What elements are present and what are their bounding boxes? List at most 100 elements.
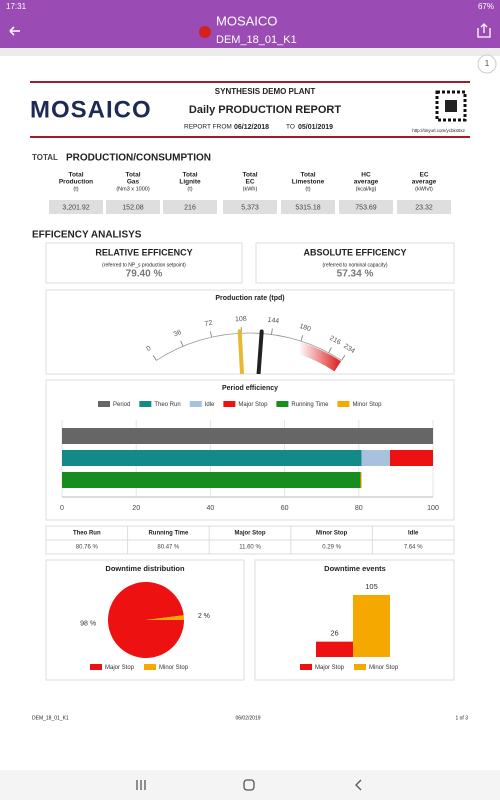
chart-title: Production rate (tpd)	[215, 295, 284, 302]
legend-label: Idle	[205, 402, 215, 408]
section-title: EFFICENCY ANALISYS	[32, 230, 142, 241]
legend-swatch	[354, 664, 367, 670]
x-tick-label: 60	[281, 505, 289, 512]
column-header: Production	[59, 179, 93, 186]
value-cell	[106, 200, 160, 214]
value-cell-text: 753.69	[355, 204, 377, 211]
bar-segment	[361, 450, 390, 466]
gauge-tick-label: 0	[145, 345, 152, 353]
column-header: (t)	[73, 186, 78, 192]
table-cell: 11.60 %	[239, 545, 261, 551]
value-cell-text: 23.32	[415, 204, 433, 211]
footer-right: 1 of 3	[455, 715, 468, 721]
card-note: (referred to NP_s production setpoint)	[102, 262, 186, 268]
column-header: Total	[68, 172, 83, 179]
column-header: average	[354, 179, 379, 186]
back-button[interactable]	[9, 26, 20, 36]
legend-swatch	[98, 401, 110, 407]
gauge-tick	[328, 347, 332, 353]
data-label: 2 %	[198, 613, 210, 620]
data-label: 98 %	[80, 620, 96, 627]
column-header: (t)	[305, 186, 310, 192]
value-cell	[281, 200, 335, 214]
app-subtitle: DEM_18_01_K1	[216, 34, 297, 46]
value-cell	[163, 200, 217, 214]
column-header: (Nm3 x 1000)	[116, 186, 149, 192]
table-header: Theo Run	[73, 531, 101, 537]
plant-name: SYNTHESIS DEMO PLANT	[215, 87, 316, 96]
nav-back[interactable]	[355, 779, 362, 791]
nav-home[interactable]	[243, 779, 255, 791]
footer-left: DEM_18_01_K1	[32, 715, 69, 721]
column-header: (kWh)	[243, 186, 258, 192]
report-url: http://tinyurl.com/ycbks8xz	[412, 128, 466, 133]
card-value: 79.40 %	[126, 269, 163, 280]
gauge-needle	[256, 329, 264, 374]
table-header: Idle	[408, 531, 419, 537]
legend-label: Major Stop	[105, 665, 135, 671]
gauge-tick-label: 180	[298, 323, 311, 333]
page-badge-circle	[477, 54, 497, 74]
value-cell-text: 152.08	[122, 204, 144, 211]
footer-center: 06/02/2019	[235, 715, 260, 721]
value-cell-text: 5315.18	[295, 204, 320, 211]
app-title: MOSAICO	[216, 13, 277, 28]
table-header: Major Stop	[235, 531, 266, 537]
gauge-tick-label: 72	[204, 320, 213, 329]
status-time: 17:31	[6, 2, 27, 11]
table-cell: 7.64 %	[404, 545, 423, 551]
nav-bar	[0, 770, 500, 800]
column-header: EC	[245, 179, 254, 186]
report-to-label: TO	[286, 124, 295, 131]
gauge-tick-label: 144	[267, 317, 280, 326]
data-label: 26	[330, 629, 338, 638]
column-header: Total	[300, 172, 315, 179]
column-header: (t)	[187, 186, 192, 192]
column-header: Lignite	[179, 179, 201, 186]
legend-swatch	[189, 401, 202, 407]
table-cell: 80.47 %	[157, 545, 180, 551]
report-from-label: REPORT FROM	[184, 124, 232, 131]
legend-label: Theo Run	[154, 402, 180, 408]
card-title: RELATIVE EFFICENCY	[95, 247, 192, 257]
page-badge: 1	[485, 59, 490, 68]
pie-slice	[107, 582, 184, 659]
column-header: EC	[419, 172, 428, 179]
value-cell-text: 216	[184, 204, 196, 211]
legend-label: Major Stop	[315, 665, 345, 671]
report-to: 05/01/2019	[298, 124, 333, 131]
status-battery: 67%	[478, 2, 494, 11]
column-header: Total	[242, 172, 257, 179]
x-tick-label: 20	[132, 505, 140, 512]
gauge-tick-label: 108	[235, 316, 247, 324]
legend-label: Minor Stop	[159, 665, 189, 671]
value-cell	[339, 200, 393, 214]
bar-segment	[62, 450, 362, 466]
column-header: Limestone	[292, 179, 325, 186]
app-bar	[0, 0, 500, 48]
gauge-tick	[180, 340, 184, 347]
legend-label: Minor Stop	[369, 665, 399, 671]
bar	[316, 641, 353, 657]
gauge-tick	[341, 355, 346, 361]
bar-segment	[62, 428, 433, 444]
card	[255, 242, 455, 284]
gauge-tick	[152, 355, 157, 361]
app-icon	[199, 26, 211, 38]
nav-recents[interactable]	[136, 780, 146, 790]
value-cell	[223, 200, 277, 214]
legend-label: Minor Stop	[352, 402, 382, 408]
legend-label: Period	[113, 402, 130, 408]
share-button[interactable]	[477, 23, 491, 38]
x-tick-label: 80	[355, 505, 363, 512]
card	[45, 289, 455, 375]
x-tick-label: 0	[60, 505, 64, 512]
gauge-tick-label: 36	[173, 329, 183, 339]
chart-title: Downtime distribution	[105, 564, 185, 573]
legend-swatch	[300, 664, 312, 670]
gauge-needle	[237, 329, 244, 374]
gauge-tick	[300, 335, 304, 342]
chart-title: Downtime events	[324, 564, 386, 573]
